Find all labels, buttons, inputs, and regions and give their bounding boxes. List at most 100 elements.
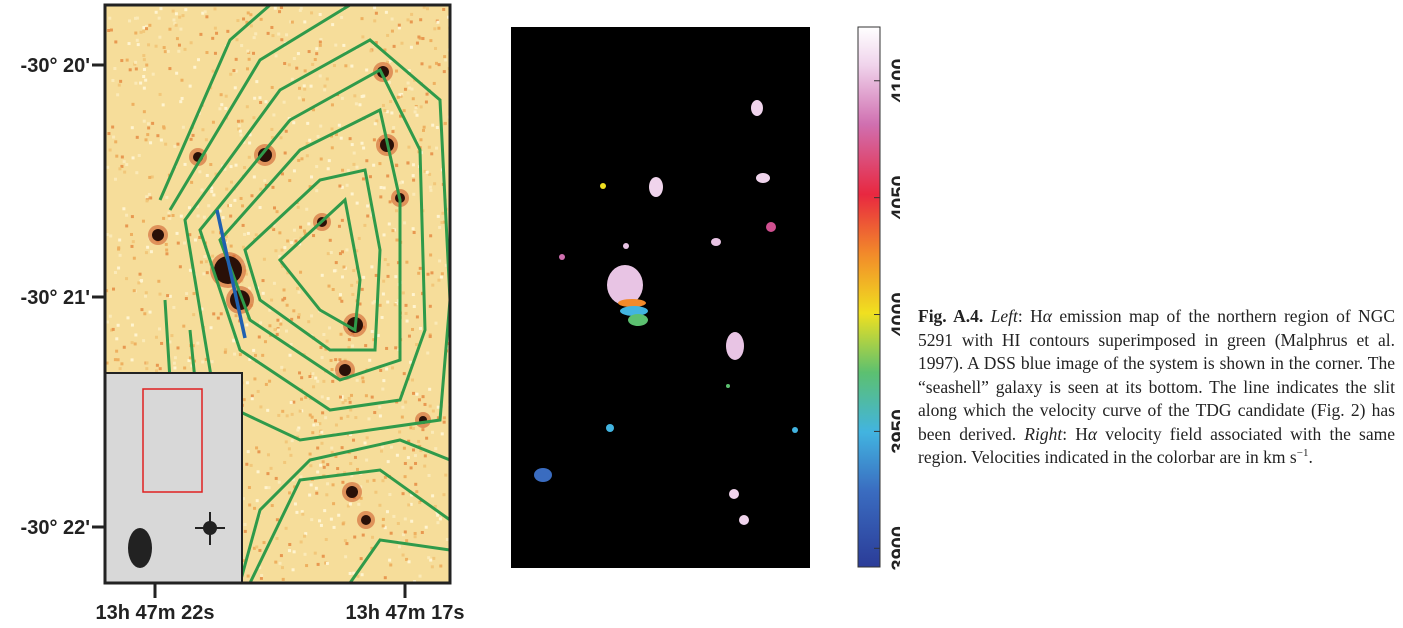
noise-dot bbox=[166, 294, 169, 297]
noise-dot bbox=[429, 253, 432, 256]
noise-dot bbox=[326, 463, 329, 466]
noise-dot bbox=[248, 58, 251, 61]
noise-dot bbox=[381, 388, 384, 391]
noise-dot bbox=[310, 11, 313, 14]
noise-dot bbox=[368, 359, 371, 362]
noise-dot bbox=[278, 231, 281, 234]
noise-dot bbox=[242, 246, 245, 249]
noise-dot bbox=[107, 29, 110, 32]
noise-dot bbox=[301, 513, 304, 516]
noise-dot bbox=[390, 446, 393, 449]
noise-dot bbox=[263, 258, 266, 261]
noise-dot bbox=[184, 48, 187, 51]
blob bbox=[726, 384, 730, 388]
noise-dot bbox=[281, 410, 284, 413]
noise-dot bbox=[270, 26, 273, 29]
noise-dot bbox=[339, 297, 342, 300]
noise-dot bbox=[271, 86, 274, 89]
noise-dot bbox=[398, 26, 401, 29]
noise-dot bbox=[130, 245, 133, 248]
noise-dot bbox=[290, 401, 293, 404]
noise-dot bbox=[404, 462, 407, 465]
noise-dot bbox=[437, 279, 440, 282]
noise-dot bbox=[138, 154, 141, 157]
noise-dot bbox=[140, 31, 143, 34]
noise-dot bbox=[243, 233, 246, 236]
noise-dot bbox=[330, 359, 333, 362]
noise-dot bbox=[128, 19, 131, 22]
noise-dot bbox=[280, 38, 283, 41]
noise-dot bbox=[144, 295, 147, 298]
noise-dot bbox=[344, 539, 347, 542]
noise-dot bbox=[283, 101, 286, 104]
noise-dot bbox=[353, 94, 356, 97]
noise-dot bbox=[237, 120, 240, 123]
noise-dot bbox=[224, 107, 227, 110]
noise-dot bbox=[441, 212, 444, 215]
colorbar-tick-label: 4050 bbox=[888, 175, 900, 220]
noise-dot bbox=[419, 267, 422, 270]
noise-dot bbox=[367, 417, 370, 420]
noise-dot bbox=[442, 8, 445, 11]
noise-dot bbox=[212, 312, 215, 315]
noise-dot bbox=[109, 149, 112, 152]
noise-dot bbox=[255, 80, 258, 83]
noise-dot bbox=[394, 303, 397, 306]
noise-dot bbox=[225, 95, 228, 98]
noise-dot bbox=[416, 42, 419, 45]
noise-dot bbox=[174, 356, 177, 359]
noise-dot bbox=[335, 261, 338, 264]
noise-dot bbox=[184, 163, 187, 166]
noise-dot bbox=[323, 509, 326, 512]
blob bbox=[751, 100, 763, 116]
noise-dot bbox=[134, 17, 137, 20]
noise-dot bbox=[280, 554, 283, 557]
noise-dot bbox=[145, 291, 148, 294]
noise-dot bbox=[266, 472, 269, 475]
noise-dot bbox=[299, 410, 302, 413]
noise-dot bbox=[365, 394, 368, 397]
noise-dot bbox=[149, 311, 152, 314]
noise-dot bbox=[404, 517, 407, 520]
noise-dot bbox=[312, 234, 315, 237]
noise-dot bbox=[435, 147, 438, 150]
noise-dot bbox=[410, 88, 413, 91]
ra-label: 13h 47m 22s bbox=[96, 602, 215, 624]
noise-dot bbox=[311, 63, 314, 66]
noise-dot bbox=[136, 136, 139, 139]
noise-dot bbox=[119, 80, 122, 83]
noise-dot bbox=[270, 128, 273, 131]
noise-dot bbox=[261, 354, 264, 357]
noise-dot bbox=[148, 193, 151, 196]
noise-dot bbox=[443, 70, 446, 73]
noise-dot bbox=[332, 483, 335, 486]
noise-dot bbox=[358, 103, 361, 106]
noise-dot bbox=[321, 274, 324, 277]
noise-dot bbox=[132, 240, 135, 243]
noise-dot bbox=[188, 206, 191, 209]
noise-dot bbox=[340, 417, 343, 420]
noise-dot bbox=[134, 61, 137, 64]
noise-dot bbox=[298, 371, 301, 374]
page: -30° 20' -30° 21' -30° 22' 13h 47m 22s 1… bbox=[0, 0, 1403, 628]
noise-dot bbox=[387, 263, 390, 266]
noise-dot bbox=[361, 376, 364, 379]
noise-dot bbox=[107, 132, 110, 135]
noise-dot bbox=[145, 195, 148, 198]
noise-dot bbox=[136, 39, 139, 42]
noise-dot bbox=[307, 320, 310, 323]
noise-dot bbox=[125, 163, 128, 166]
noise-dot bbox=[147, 43, 150, 46]
noise-dot bbox=[131, 324, 134, 327]
noise-dot bbox=[408, 560, 411, 563]
noise-dot bbox=[167, 50, 170, 53]
noise-dot bbox=[353, 152, 356, 155]
noise-dot bbox=[203, 216, 206, 219]
noise-dot bbox=[177, 242, 180, 245]
noise-dot bbox=[382, 293, 385, 296]
noise-dot bbox=[395, 164, 398, 167]
noise-dot bbox=[351, 344, 354, 347]
noise-dot bbox=[242, 17, 245, 20]
noise-dot bbox=[356, 468, 359, 471]
noise-dot bbox=[362, 276, 365, 279]
